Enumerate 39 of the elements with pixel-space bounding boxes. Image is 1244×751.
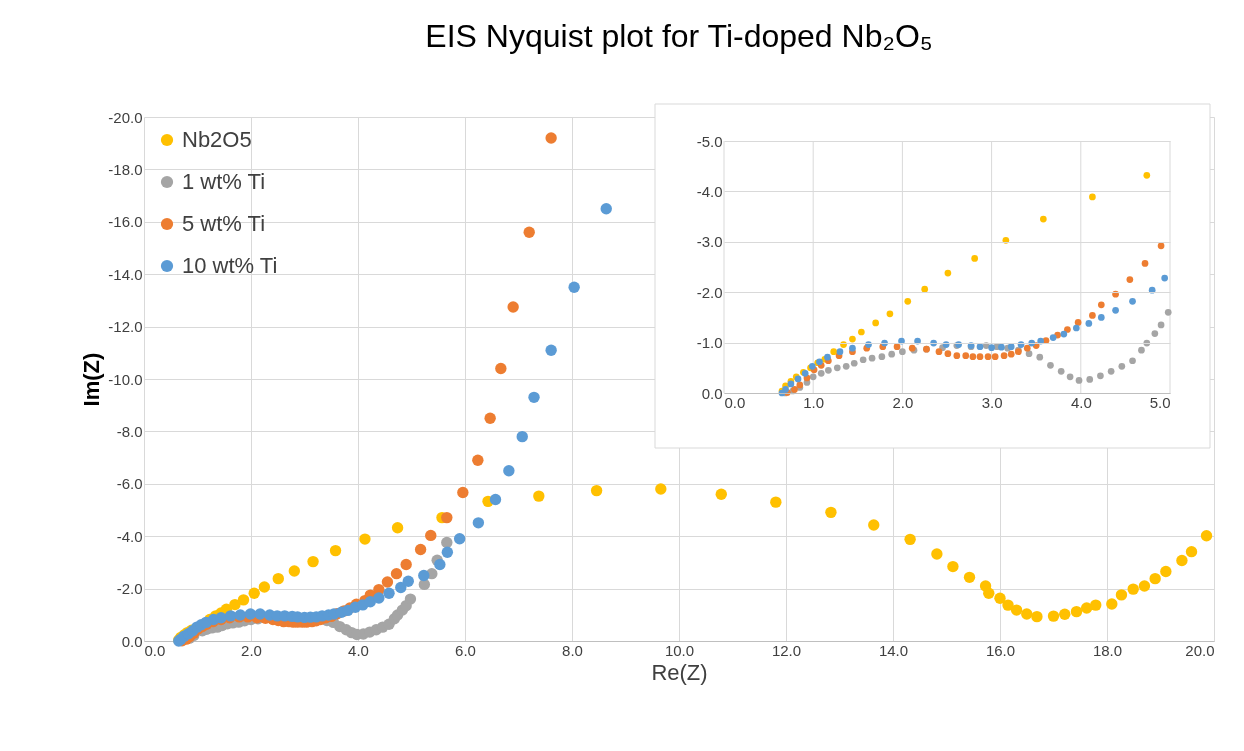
x-tick-label: 4.0 [348,641,369,659]
x-tick-label: 18.0 [1092,641,1123,659]
y-tick-label: -20.0 [108,108,143,126]
y-tick-label: -16.0 [108,213,143,231]
y-tick-label: -8.0 [116,422,143,440]
y-tick-label: -2.0 [696,283,723,301]
x-tick-label: 2.0 [241,641,262,659]
y-tick-label: -1.0 [696,334,723,352]
y-tick-label: -4.0 [696,182,723,200]
chart-title: EIS Nyquist plot for Ti-doped Nb₂O₅ [425,17,933,54]
legend-label: 5 wt% Ti [182,211,266,236]
x-tick-label: 20.0 [1185,641,1215,659]
y-axis-title: Im(Z) [79,352,105,407]
y-tick-label: -5.0 [696,132,723,150]
legend-label: 1 wt% Ti [182,169,266,194]
y-tick-label: -4.0 [116,527,143,545]
y-tick-label: -3.0 [696,233,723,251]
x-tick-label: 16.0 [985,641,1016,659]
y-tick-label: -10.0 [108,370,143,388]
x-tick-label: 3.0 [981,393,1003,411]
legend-label: 10 wt% Ti [182,253,278,278]
legend-label: Nb2O5 [182,127,252,152]
x-tick-label: 1.0 [803,393,825,411]
y-tick-label: -12.0 [108,318,143,336]
x-tick-label: 8.0 [562,641,583,659]
x-tick-label: 4.0 [1070,393,1092,411]
x-tick-label: 12.0 [771,641,802,659]
x-tick-label: 5.0 [1149,393,1171,411]
y-tick-label: -2.0 [116,580,143,598]
y-tick-label: -18.0 [108,160,143,178]
x-tick-label: 0.0 [724,393,746,411]
x-tick-label: 2.0 [892,393,914,411]
x-tick-label: 14.0 [878,641,909,659]
x-axis-title: Re(Z) [651,659,708,685]
x-tick-label: 10.0 [664,641,695,659]
x-tick-label: 6.0 [455,641,476,659]
y-tick-label: -6.0 [116,475,143,493]
y-tick-label: -14.0 [108,265,143,283]
x-tick-label: 0.0 [144,641,166,659]
